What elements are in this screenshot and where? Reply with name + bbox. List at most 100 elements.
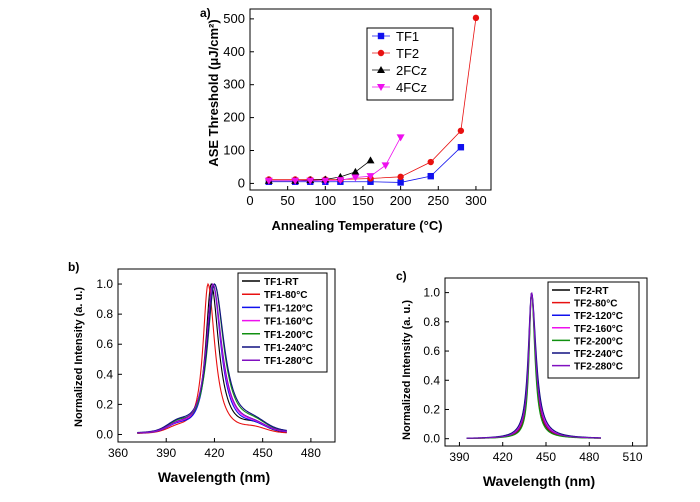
panel-b-legend: TF1-RT TF1-80°C TF1-120°C TF1-160°C TF1-200°… [242,277,313,367]
x-tick-label: 480 [579,450,599,464]
legend-label-tf2: TF2 [396,46,419,61]
panel-a-series [264,14,480,186]
legend-label-tf1-160-c: TF1-160°C [264,317,313,328]
legend-label-tf1: TF1 [396,29,419,44]
data-point-4fcz [396,134,405,142]
panel-a-y-label: ASE Threshold (μJ/cm²) [206,19,221,166]
panel-c-label: c) [396,269,407,283]
panel-a-legend: TF1 TF2 2FCz 4FCz [372,29,427,95]
panel-b-y-ticks: 0.0 0.2 0.4 0.6 0.8 1.0 [96,277,122,441]
panel-c-y-ticks: 0.0 0.2 0.4 0.6 0.8 1.0 [423,286,449,446]
legend-label-tf2-200-c: TF2-200°C [574,336,623,347]
panel-b: b) 360 390 420 450 480 0.0 0.2 0.4 0.6 0.8 1.0 TF… [68,260,336,485]
series-line-tf1-280-c [137,283,287,434]
data-point-4fcz [321,177,330,185]
x-tick-label: 450 [253,446,273,460]
y-tick-label: 0.0 [423,432,440,446]
data-point-tf2 [427,158,434,166]
x-tick-label: 300 [465,193,487,208]
legend-label-tf2-280-c: TF2-280°C [574,362,623,373]
y-tick-label: 0.2 [423,402,440,416]
panel-a-frame [249,8,492,191]
data-point-tf1 [427,172,434,180]
panel-b-frame [117,268,336,443]
y-tick-label: 0.4 [423,373,440,387]
data-point-4fcz [264,177,273,185]
panel-b-y-label: Normalized Intensity (a. u.) [73,287,85,427]
legend-label-4fcz: 4FCz [396,80,427,95]
x-tick-label: 50 [280,193,294,208]
data-point-4fcz [336,177,345,185]
legend-label-tf2-rt: TF2-RT [574,286,608,297]
y-tick-label: 0.2 [96,397,113,411]
data-point-2fcz [366,156,375,164]
panel-c-series [466,292,601,439]
data-point-tf2 [397,173,404,181]
y-tick-label: 0.8 [96,307,113,321]
legend-label-tf1-120-c: TF1-120°C [264,303,313,314]
panel-a-y-ticks: 0 100 200 300 400 500 [223,11,254,190]
panel-c-legend-box [547,281,640,379]
y-tick-label: 200 [223,110,245,125]
data-point-4fcz [381,162,390,170]
data-point-tf1 [397,179,404,186]
panel-b-x-label: Wavelength (nm) [158,469,270,485]
legend-label-tf2-240-c: TF2-240°C [574,349,623,360]
data-point-4fcz [351,174,360,182]
y-tick-label: 500 [223,11,245,26]
legend-marker-tf2 [377,49,385,57]
x-tick-label: 150 [352,193,374,208]
y-tick-label: 0 [238,175,245,190]
y-tick-label: 0.6 [423,344,440,358]
panel-b-x-ticks: 360 390 420 450 480 [108,438,321,460]
legend-marker-2fcz [377,66,385,73]
y-tick-label: 0.4 [96,367,113,381]
x-tick-label: 510 [623,450,643,464]
data-point-4fcz [306,177,315,185]
data-point-4fcz [291,177,300,185]
panel-c: c) 390 420 450 480 510 0.0 0.2 0.4 0.6 0.8 1.0 TF… [396,269,648,489]
x-tick-label: 450 [536,450,556,464]
y-tick-label: 300 [223,77,245,92]
legend-label-tf2-80-c: TF2-80°C [574,299,617,310]
legend-label-2fcz: 2FCz [396,63,427,78]
x-tick-label: 390 [156,446,176,460]
legend-label-tf1-200-c: TF1-200°C [264,330,313,341]
x-tick-label: 360 [108,446,128,460]
legend-label-tf1-80-c: TF1-80°C [264,290,307,301]
panel-c-x-label: Wavelength (nm) [483,473,595,489]
y-tick-label: 0.8 [423,315,440,329]
legend-label-tf2-160-c: TF2-160°C [574,324,623,335]
x-tick-label: 200 [390,193,412,208]
data-point-tf1 [457,144,465,151]
y-tick-label: 1.0 [96,277,113,291]
panel-c-x-ticks: 390 420 450 480 510 [449,442,643,464]
data-point-tf1 [367,178,374,185]
x-tick-label: 100 [314,193,336,208]
x-tick-label: 480 [301,446,321,460]
legend-label-tf1-240-c: TF1-240°C [264,343,313,354]
panel-c-y-label: Normalized Intensity (a. u.) [401,300,413,440]
x-tick-label: 0 [246,193,253,208]
legend-marker-tf1 [377,32,385,40]
panel-b-series [137,282,287,434]
legend-marker-4fcz [377,84,385,91]
series-line-4fcz [268,137,401,182]
y-tick-label: 0.6 [96,337,113,351]
y-tick-label: 0.0 [96,427,113,441]
data-point-tf2 [457,127,465,134]
x-tick-label: 250 [427,193,449,208]
legend-label-tf1-rt: TF1-RT [264,277,298,288]
legend-label-tf2-120-c: TF2-120°C [574,311,623,322]
legend-label-tf1-280-c: TF1-280°C [264,356,313,367]
y-tick-label: 1.0 [423,286,440,300]
panel-b-label: b) [68,260,79,274]
panel-a-x-label: Annealing Temperature (°C) [271,218,442,233]
series-line-tf1-240-c [137,283,287,434]
x-tick-label: 390 [449,450,469,464]
x-tick-label: 420 [493,450,513,464]
x-tick-label: 420 [204,446,224,460]
series-line-tf2-280-c [466,292,601,439]
y-tick-label: 400 [223,44,245,59]
